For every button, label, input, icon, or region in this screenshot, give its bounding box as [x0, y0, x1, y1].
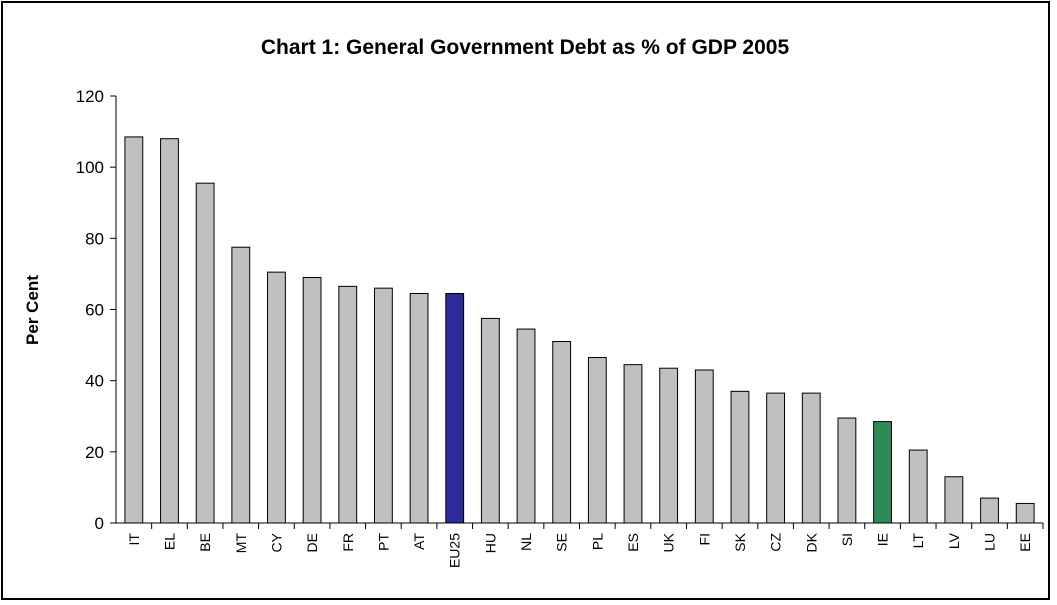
x-tick-label: FR — [340, 533, 356, 552]
bar-cy — [267, 271, 286, 524]
x-tick-label: LV — [946, 532, 962, 549]
x-tick-label: CY — [268, 532, 284, 552]
bar-eu25 — [445, 292, 465, 524]
bar-it — [124, 136, 144, 524]
bar-lu — [980, 497, 999, 524]
x-tick-label: HU — [482, 533, 498, 553]
bar-uk — [659, 367, 679, 524]
y-tick-label: 20 — [85, 443, 104, 462]
bar-pt — [373, 287, 393, 524]
x-tick-label: SK — [732, 532, 748, 551]
bars — [124, 136, 1035, 524]
bar-at — [409, 292, 429, 524]
x-tick-label: PT — [375, 533, 391, 551]
x-tick-label: IT — [126, 533, 142, 546]
bar-cz — [766, 392, 786, 524]
x-tick-label: DK — [803, 532, 819, 552]
x-tick-label: AT — [411, 533, 427, 550]
y-axis-label: Per Cent — [23, 275, 42, 345]
y-tick-label: 100 — [76, 158, 104, 177]
x-tick-label: EE — [1017, 533, 1033, 552]
x-tick-label: MT — [233, 533, 249, 554]
y-tick-label: 120 — [76, 87, 104, 106]
bar-lt — [908, 449, 928, 524]
y-tick-label: 80 — [85, 229, 104, 248]
bar-fi — [694, 369, 714, 524]
bar-sk — [730, 390, 750, 524]
x-tick-label: UK — [661, 532, 677, 552]
bar-mt — [231, 246, 251, 524]
x-tick-label: ES — [625, 533, 641, 552]
x-ticks: IT EL BE MT CY DE FR PT AT EU25 HU NL SE PL ES UK FI SK CZ… — [126, 523, 1044, 568]
bar-de — [302, 276, 322, 524]
x-tick-label: CZ — [768, 533, 784, 552]
bar-el — [160, 138, 179, 524]
x-tick-label: NL — [518, 533, 534, 551]
x-tick-label: EL — [161, 533, 177, 550]
x-tick-label: LT — [910, 533, 926, 549]
bar-es — [623, 364, 643, 524]
x-tick-label: BE — [197, 533, 213, 552]
bar-lv — [944, 476, 964, 524]
x-tick-label: SI — [839, 533, 855, 546]
x-tick-label: SE — [554, 533, 570, 552]
bar-fr — [338, 285, 358, 524]
y-tick-label: 60 — [85, 301, 104, 320]
x-tick-label: DE — [304, 533, 320, 552]
y-ticks: 0 20 40 60 80 100 120 — [76, 87, 116, 533]
bar-pl — [587, 357, 607, 524]
bar-hu — [480, 317, 500, 524]
axes — [115, 96, 1043, 524]
bar-dk — [801, 392, 821, 524]
bar-si — [837, 417, 857, 524]
bar-ee — [1015, 502, 1035, 524]
bar-ie — [873, 421, 892, 524]
y-tick-label: 40 — [85, 372, 104, 391]
y-tick-label: 0 — [95, 514, 104, 533]
x-tick-label: FI — [696, 533, 712, 545]
chart-title: Chart 1: General Government Debt as % of… — [261, 36, 790, 59]
x-tick-label: IE — [875, 533, 891, 546]
x-tick-label: EU25 — [447, 533, 463, 568]
x-tick-label: LU — [982, 533, 998, 551]
bar-se — [552, 341, 572, 524]
bar-nl — [516, 328, 536, 524]
bar-be — [195, 182, 215, 524]
x-tick-label: PL — [589, 533, 605, 550]
